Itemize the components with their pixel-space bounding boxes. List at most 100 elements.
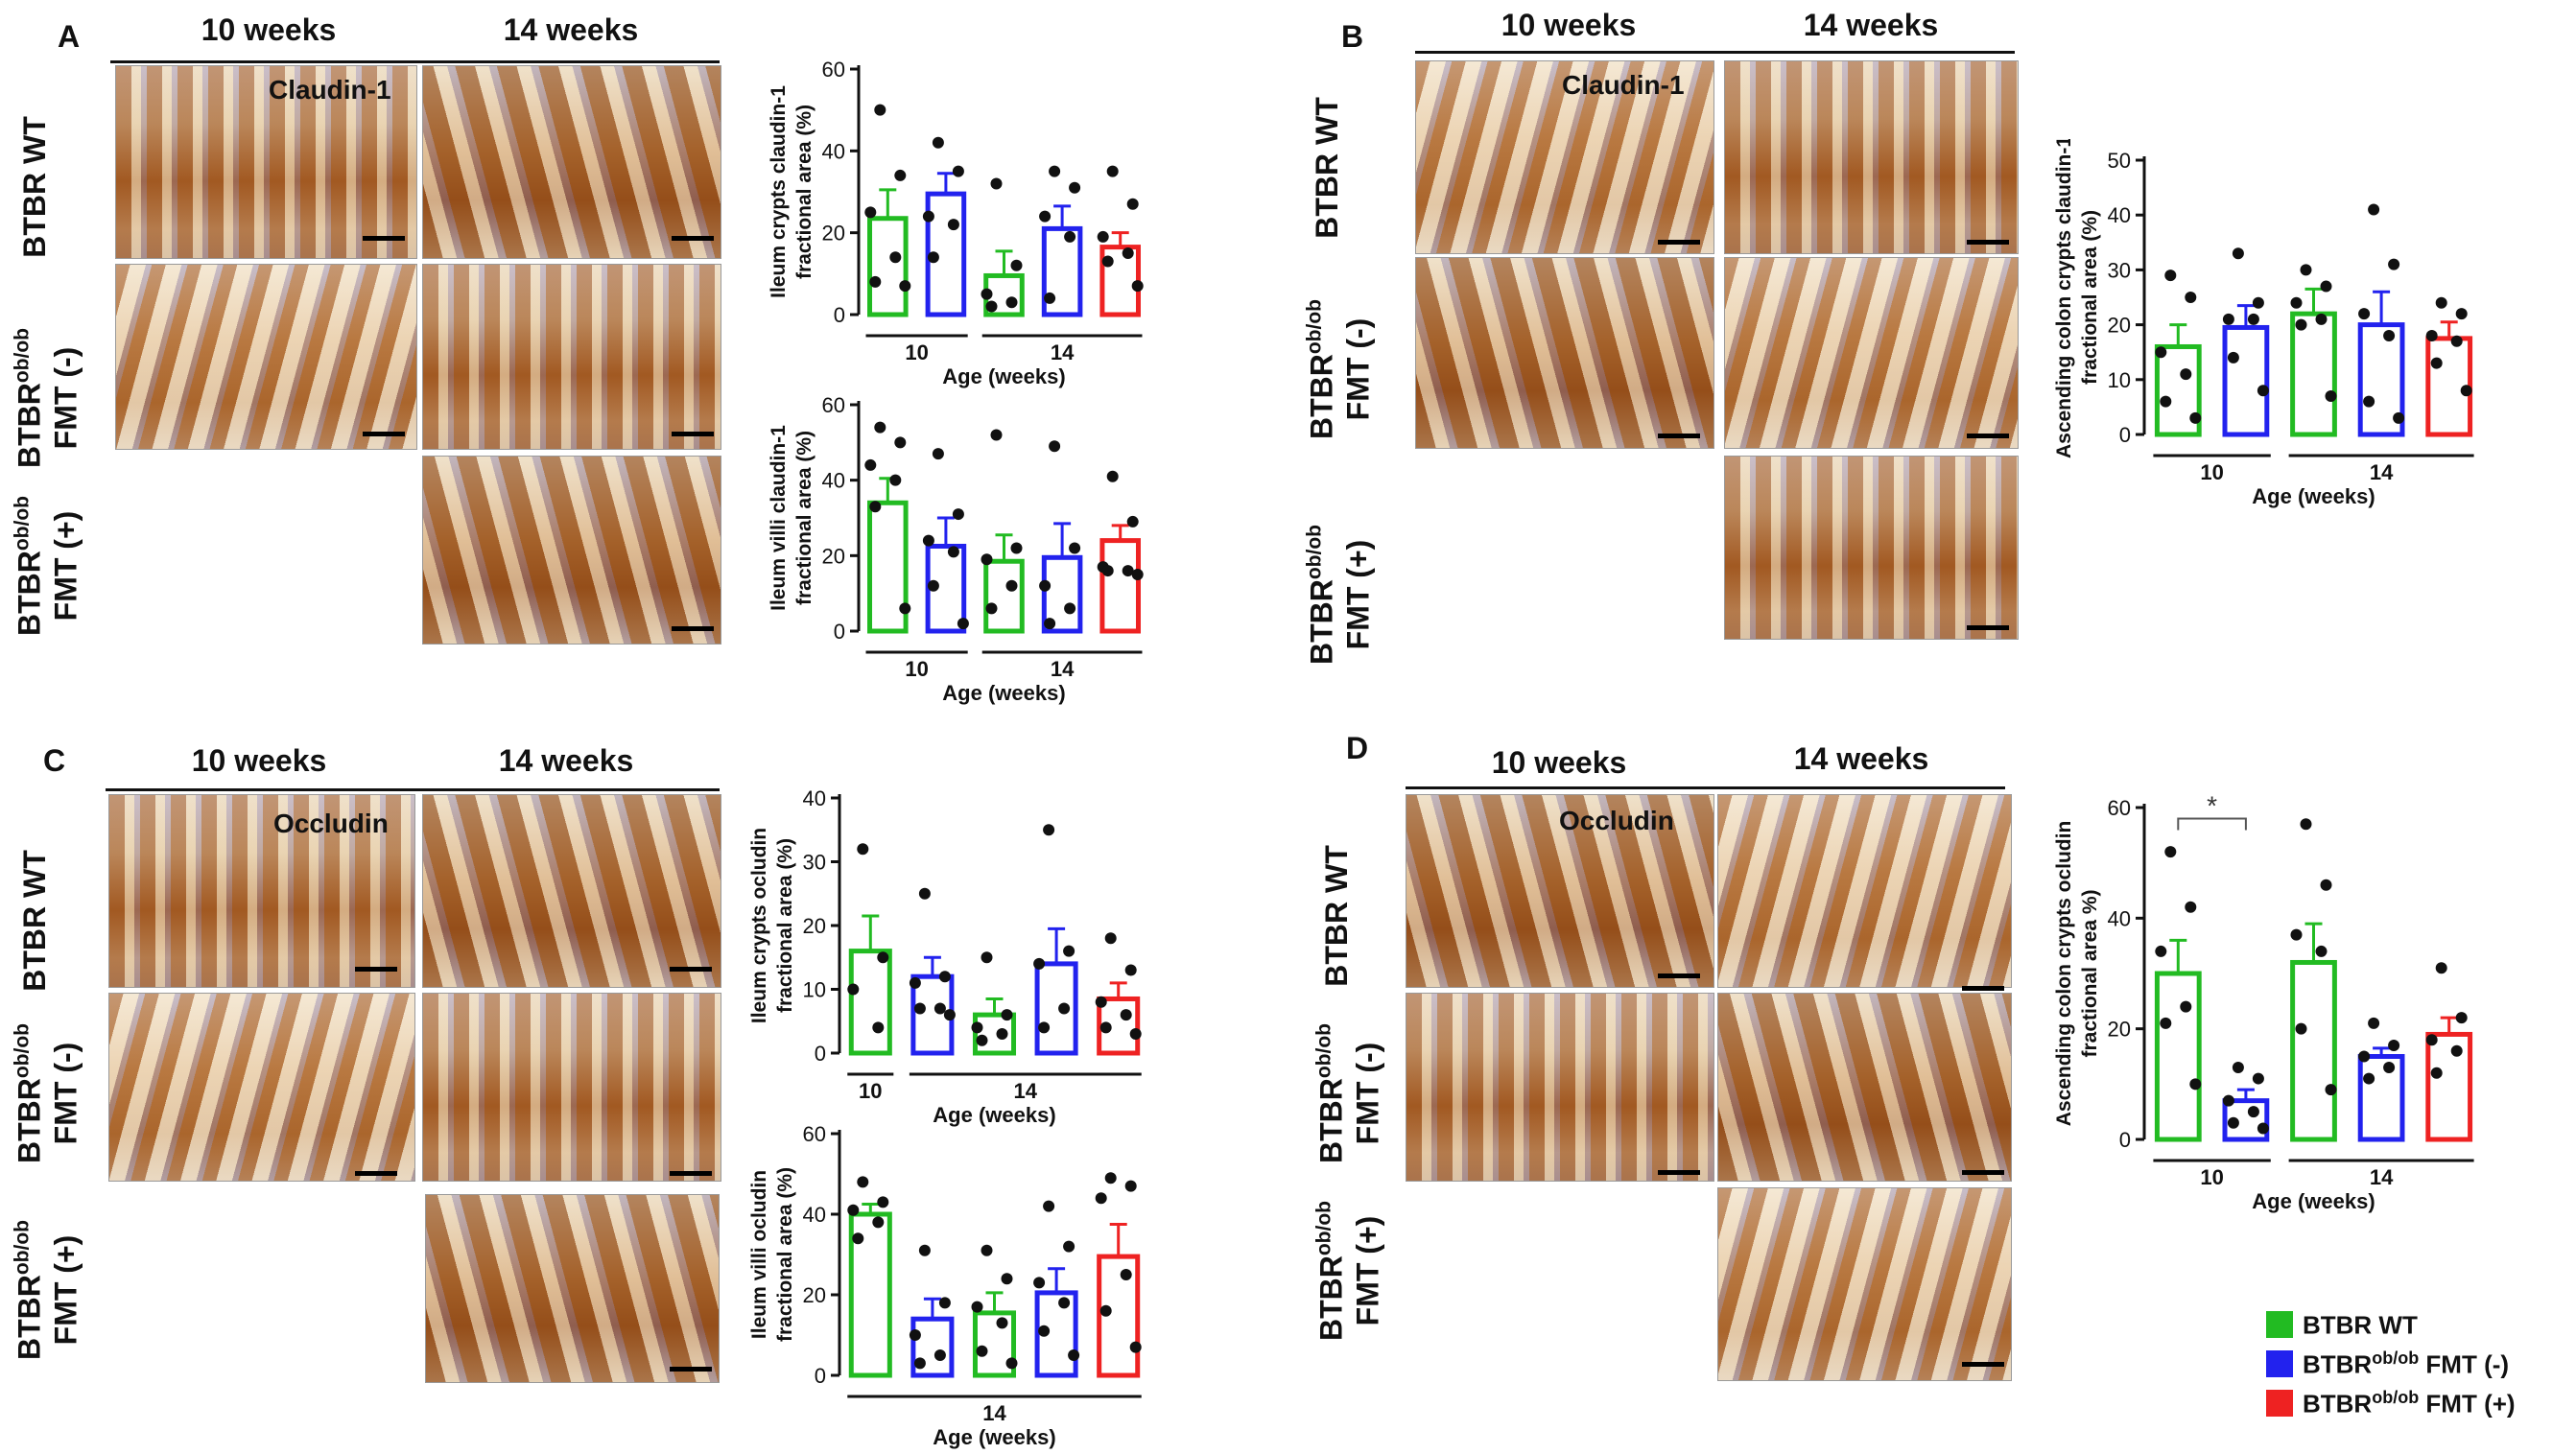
data-point bbox=[2325, 1084, 2337, 1096]
bar bbox=[2357, 1054, 2405, 1142]
data-point bbox=[2164, 270, 2177, 282]
legend-swatch-fmt-minus bbox=[2266, 1350, 2293, 1377]
data-point bbox=[857, 1176, 869, 1188]
data-point bbox=[909, 1329, 921, 1341]
panel-c-micrograph-wt-10w bbox=[108, 794, 415, 988]
data-point bbox=[2252, 296, 2264, 309]
data-point bbox=[1104, 1172, 1117, 1184]
data-point bbox=[2430, 357, 2443, 369]
y-tick-label: 20 bbox=[2108, 1018, 2131, 1042]
data-point bbox=[2383, 330, 2396, 342]
panel-b-header-10w: 10 weeks bbox=[1501, 8, 1637, 42]
data-point bbox=[2247, 1106, 2259, 1118]
group-label: 10 bbox=[2200, 1165, 2223, 1189]
data-point bbox=[874, 104, 886, 116]
panel-a-micrograph-wt-10w bbox=[115, 65, 417, 259]
y-axis-label: Ascending colon crypts claudin-1 bbox=[2053, 139, 2075, 458]
panel-b-row-label-fmt-plus: BTBRob/ob FMT (+) bbox=[1303, 524, 1376, 666]
panel-a-scale-bar bbox=[672, 236, 714, 241]
data-point bbox=[996, 1028, 1008, 1041]
data-point bbox=[1063, 945, 1075, 957]
data-point bbox=[1101, 565, 1114, 577]
data-point bbox=[927, 579, 939, 592]
y-tick-label: 40 bbox=[803, 1203, 826, 1227]
group-label: 10 bbox=[905, 657, 928, 681]
panel-b-micrograph-wt-14w bbox=[1724, 60, 2019, 254]
panel-b-scale-bar bbox=[1658, 434, 1700, 438]
panel-a-scale-bar bbox=[672, 626, 714, 631]
panel-b-micrograph-plus-14w bbox=[1724, 456, 2019, 640]
y-tick-label: 10 bbox=[803, 978, 826, 1002]
panel-c-letter: C bbox=[43, 743, 66, 778]
data-point bbox=[927, 251, 939, 264]
data-point bbox=[922, 534, 934, 547]
x-axis-label: Age (weeks) bbox=[942, 364, 1065, 388]
data-point bbox=[1099, 1021, 1112, 1034]
panel-c-row-label-fmt-plus: BTBRob/ob FMT (+) bbox=[11, 1219, 83, 1361]
panel-d-stain-label: Occludin bbox=[1559, 806, 1674, 835]
panel-d-letter: D bbox=[1346, 731, 1369, 765]
data-point bbox=[947, 219, 959, 231]
chart-ileum-crypts-claudin1: 0 20 40 60 Ileum crypts claudin-1 fractional … bbox=[768, 58, 1144, 388]
data-point bbox=[1043, 824, 1055, 836]
bar bbox=[2425, 1031, 2473, 1142]
data-point bbox=[996, 1317, 1008, 1329]
panel-b-header-14w: 14 weeks bbox=[1803, 8, 1939, 42]
data-point bbox=[2450, 335, 2463, 347]
bar bbox=[1034, 961, 1078, 1056]
y-axis-label: fractional area (%) bbox=[774, 838, 796, 1013]
data-point bbox=[971, 1301, 983, 1313]
y-tick-label: 60 bbox=[822, 58, 845, 82]
data-point bbox=[869, 501, 882, 513]
panel-b-scale-bar bbox=[1967, 625, 2009, 630]
data-point bbox=[1005, 296, 1018, 309]
group-label: 14 bbox=[1014, 1079, 1038, 1103]
bar bbox=[2290, 311, 2337, 437]
panel-c-scale-bar bbox=[355, 967, 397, 972]
panel-a-header-10w: 10 weeks bbox=[201, 12, 337, 47]
data-point bbox=[2222, 313, 2234, 325]
panel-a-row-label-fmt-minus: BTBRob/ob FMT (-) bbox=[11, 327, 83, 469]
y-tick-label: 0 bbox=[834, 620, 845, 644]
data-point bbox=[2393, 411, 2405, 424]
panel-c-micrograph-wt-14w bbox=[422, 794, 721, 988]
data-point bbox=[957, 618, 969, 630]
data-point bbox=[2425, 1034, 2438, 1046]
data-point bbox=[2430, 1067, 2443, 1079]
data-point bbox=[874, 421, 886, 434]
panel-d-micrograph-wt-10w bbox=[1406, 794, 1714, 988]
y-axis-label: fractional area %) bbox=[2079, 889, 2101, 1057]
panel-a-header-rule bbox=[110, 60, 720, 63]
data-point bbox=[1044, 618, 1056, 630]
group-label: 14 bbox=[2370, 460, 2394, 484]
data-point bbox=[1005, 579, 1018, 592]
data-point bbox=[2363, 395, 2375, 408]
data-point bbox=[1124, 1180, 1137, 1192]
data-point bbox=[971, 1021, 983, 1034]
data-point bbox=[2368, 203, 2380, 216]
data-point bbox=[2358, 1050, 2371, 1063]
data-point bbox=[2435, 962, 2447, 974]
data-point bbox=[2164, 846, 2177, 858]
data-point bbox=[981, 1244, 993, 1256]
data-point bbox=[2325, 389, 2337, 402]
group-label: 10 bbox=[905, 340, 928, 364]
data-point bbox=[2383, 1062, 2396, 1074]
y-tick-label: 0 bbox=[2119, 423, 2131, 447]
data-point bbox=[899, 280, 911, 293]
data-point bbox=[2160, 1017, 2172, 1029]
data-point bbox=[872, 1021, 885, 1034]
data-point bbox=[894, 169, 907, 181]
legend-swatch-wt bbox=[2266, 1311, 2293, 1338]
data-point bbox=[889, 474, 902, 486]
data-point bbox=[864, 206, 877, 219]
data-point bbox=[2295, 1022, 2307, 1035]
panel-c-row-label-fmt-minus: BTBRob/ob FMT (-) bbox=[11, 1022, 83, 1164]
data-point bbox=[1039, 579, 1052, 592]
data-point bbox=[1069, 542, 1081, 554]
panel-b-micrograph-wt-10w bbox=[1415, 60, 1714, 254]
data-point bbox=[2227, 1116, 2239, 1129]
data-point bbox=[2180, 1000, 2192, 1013]
data-point bbox=[2300, 818, 2312, 831]
data-point bbox=[2450, 1044, 2463, 1057]
